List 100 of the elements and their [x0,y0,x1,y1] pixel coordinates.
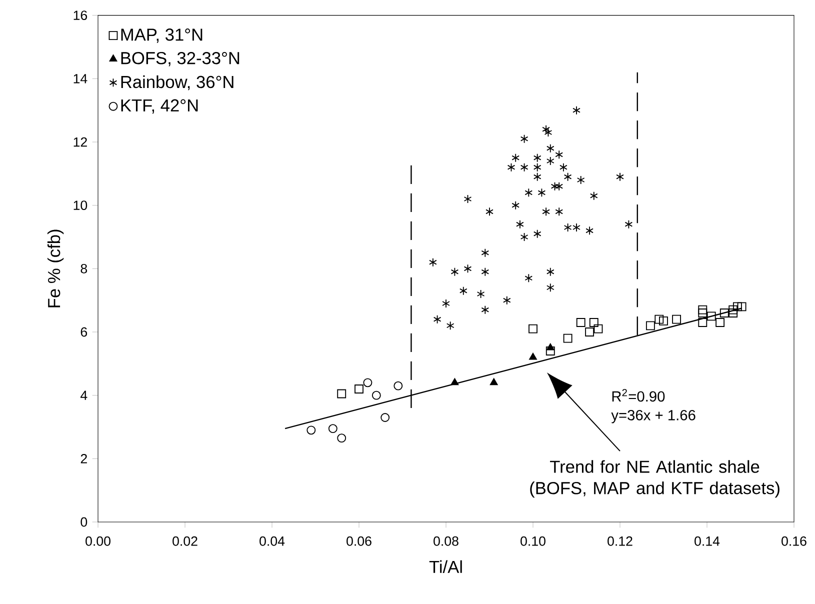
point [524,188,533,198]
point [442,299,450,308]
point [706,312,716,321]
x-tick-label: 0.04 [260,536,285,546]
x-tick-label: 0.14 [694,536,720,546]
point [450,378,459,386]
point [698,308,708,318]
point [555,182,564,191]
point [550,182,559,191]
point [542,124,550,134]
point [512,200,520,210]
y-tick-label: 4 [80,390,88,400]
point [372,390,381,400]
point [672,314,682,324]
point [490,378,498,386]
point [594,324,603,334]
point [459,286,468,296]
annotation: Trend for NE Atlantic shale (BOFS, MAP and KTF datasets) [530,460,780,498]
point [533,172,542,182]
point [363,378,372,388]
legend-label: Rainbow, 36°N [121,75,234,90]
x-tick-label: 0.06 [346,536,372,546]
y-tick-label: 2 [80,454,87,464]
point [502,296,511,305]
y-tick-label: 12 [74,137,87,147]
point [720,308,729,318]
point [464,264,472,274]
point [546,283,554,292]
point [589,318,598,327]
y-tick-label: 16 [74,10,88,20]
point [646,321,655,330]
point [337,434,346,443]
point [624,220,633,229]
point [481,248,490,258]
point [716,318,725,327]
point [564,172,572,182]
point [337,389,346,398]
y-tick-label: 6 [80,327,88,337]
point [520,232,528,242]
point [544,128,552,137]
point [555,150,564,160]
point [572,106,580,115]
point [481,267,490,276]
annotation: R$^{2}$=0.90 [612,389,665,402]
point [533,153,542,162]
point [654,314,664,324]
point [732,302,742,312]
point [659,316,668,326]
point [446,321,454,330]
point [542,207,550,216]
x-tick-label: 0.16 [782,536,806,546]
point [564,223,572,232]
point [546,156,554,166]
point [533,229,542,238]
point [560,162,568,172]
point [737,302,746,312]
point [481,305,490,314]
point [546,144,554,153]
point [520,134,528,144]
point [728,308,738,318]
point [546,343,554,350]
point [590,191,598,200]
point [529,352,537,360]
point [486,207,494,216]
point [563,334,572,343]
x-tick-label: 0.10 [520,536,546,546]
point [429,258,437,267]
point [394,381,403,390]
point [616,172,624,182]
x-tick-label: 0.12 [608,536,632,546]
point [524,274,533,283]
legend-label: BOFS, 32-33°N [121,52,240,66]
point [698,305,708,314]
point [533,162,542,172]
point [576,318,586,327]
point [380,413,390,422]
point [572,223,580,232]
point [328,424,338,434]
point [698,318,708,327]
y-tick-label: 14 [74,74,88,84]
point [728,305,738,314]
point [354,384,364,394]
legend-label: MAP, 31°N [121,28,202,43]
point [576,176,585,184]
point [546,267,554,276]
x-tick-label: 0.00 [86,536,110,546]
y-axis-title: Fe % (cfb) [47,230,64,308]
point [538,188,546,198]
annotation: y=36x + 1.66 [611,410,696,424]
point [516,220,524,229]
point [585,328,594,336]
point [476,290,485,298]
point [507,162,516,172]
x-axis-title: Ti/Al [429,560,462,574]
point [512,153,520,162]
point [306,426,316,435]
point [520,162,528,172]
point [433,314,442,324]
y-tick-label: 8 [80,264,88,274]
x-tick-label: 0.02 [172,536,198,546]
